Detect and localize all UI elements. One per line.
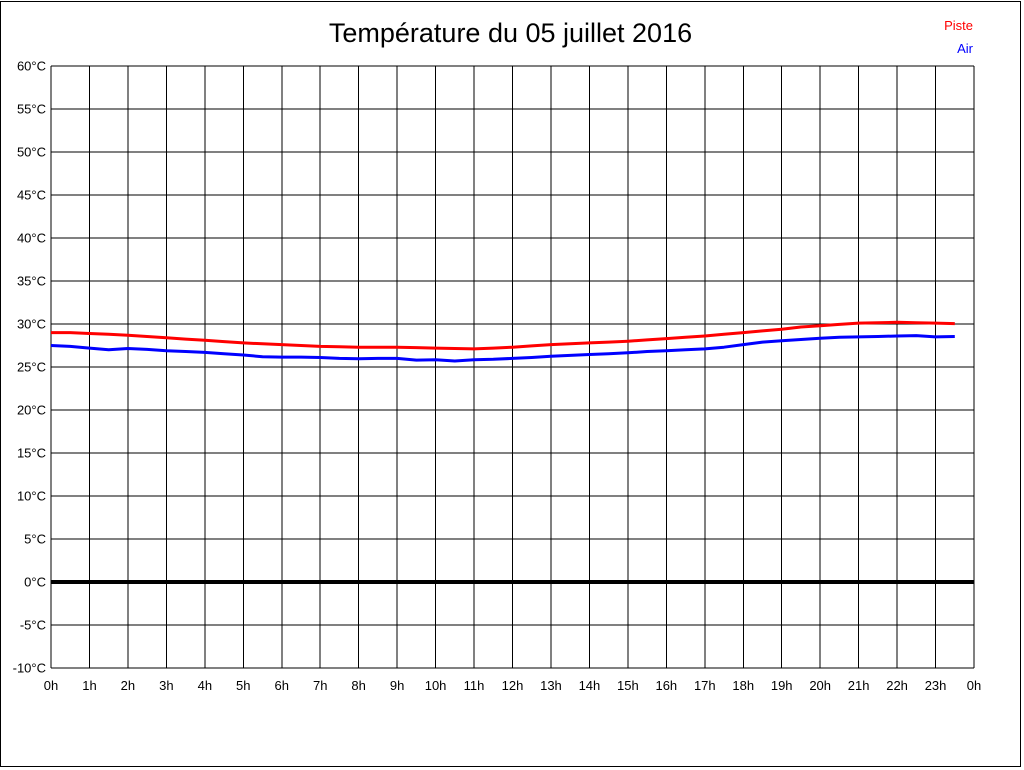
y-tick-label: 60°C (17, 59, 46, 74)
y-tick-label: 0°C (24, 575, 46, 590)
x-tick-label: 1h (82, 678, 96, 693)
x-tick-label: 6h (275, 678, 289, 693)
y-tick-label: -5°C (20, 618, 46, 633)
y-tick-label: 20°C (17, 403, 46, 418)
x-tick-label: 12h (502, 678, 524, 693)
x-tick-label: 21h (848, 678, 870, 693)
y-tick-label: 5°C (24, 532, 46, 547)
x-tick-label: 9h (390, 678, 404, 693)
y-tick-label: 55°C (17, 102, 46, 117)
x-tick-label: 4h (198, 678, 212, 693)
y-tick-label: 40°C (17, 231, 46, 246)
y-tick-label: 10°C (17, 489, 46, 504)
x-tick-label: 0h (967, 678, 981, 693)
y-tick-label: 30°C (17, 317, 46, 332)
x-tick-label: 0h (44, 678, 58, 693)
x-tick-label: 2h (121, 678, 135, 693)
x-tick-label: 16h (655, 678, 677, 693)
x-tick-label: 22h (886, 678, 908, 693)
x-tick-label: 15h (617, 678, 639, 693)
x-tick-label: 8h (351, 678, 365, 693)
legend-item-piste: Piste (944, 18, 973, 33)
y-tick-label: 35°C (17, 274, 46, 289)
x-tick-label: 5h (236, 678, 250, 693)
x-tick-label: 14h (579, 678, 601, 693)
piste-temperature-line (51, 320, 955, 351)
y-tick-label: 50°C (17, 145, 46, 160)
air-temperature-line (50, 334, 955, 363)
legend: Piste Air (944, 14, 973, 60)
x-tick-label: 3h (159, 678, 173, 693)
y-tick-label: -10°C (13, 661, 46, 676)
y-tick-label: 45°C (17, 188, 46, 203)
x-tick-label: 23h (925, 678, 947, 693)
x-tick-label: 10h (425, 678, 447, 693)
x-tick-label: 7h (313, 678, 327, 693)
x-tick-label: 17h (694, 678, 716, 693)
legend-item-air: Air (957, 41, 973, 56)
x-tick-label: 11h (464, 678, 485, 693)
x-tick-label: 19h (771, 678, 793, 693)
y-tick-label: 25°C (17, 360, 46, 375)
y-tick-label: 15°C (17, 446, 46, 461)
x-tick-label: 13h (540, 678, 562, 693)
chart-title: Température du 05 juillet 2016 (328, 18, 693, 48)
x-tick-label: 18h (732, 678, 754, 693)
x-tick-label: 20h (809, 678, 831, 693)
